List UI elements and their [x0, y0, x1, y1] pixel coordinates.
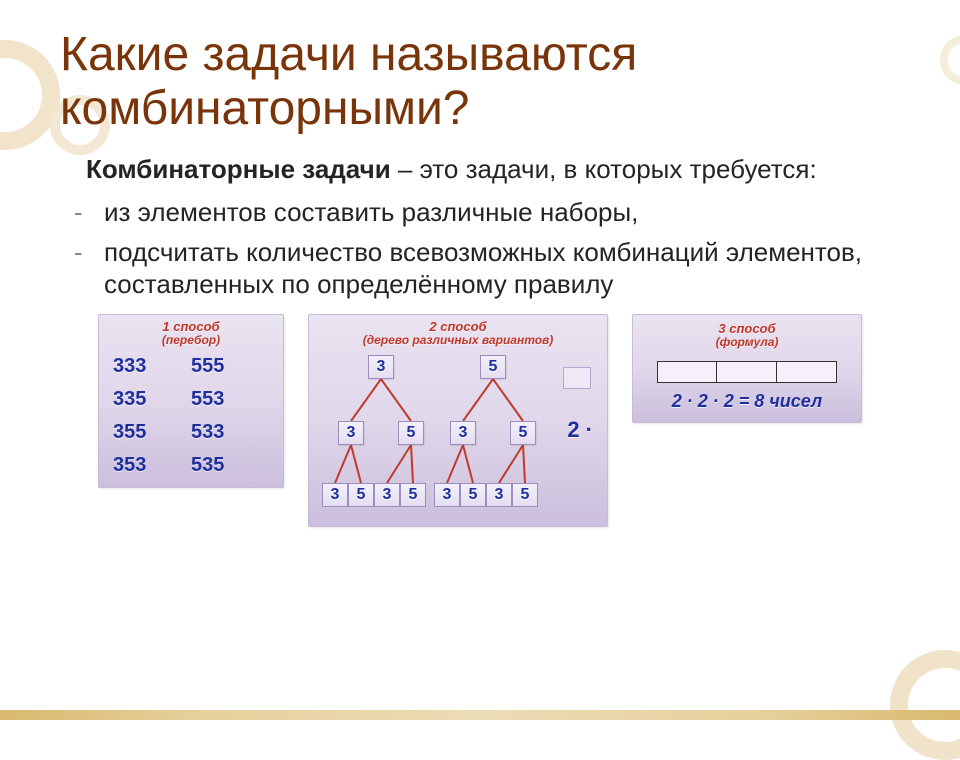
- intro-bold: Комбинаторные задачи: [86, 154, 391, 184]
- tree-leaf: 5: [460, 483, 486, 507]
- tree-leaf: 3: [486, 483, 512, 507]
- bullet-item: подсчитать количество всевозможных комби…: [68, 237, 900, 300]
- slide-title: Какие задачи называются комбинаторными?: [60, 28, 900, 136]
- tree-node: 3: [450, 421, 476, 445]
- bullet-list: из элементов составить различные наборы,…: [60, 197, 900, 300]
- method3-panel: 3 способ (формула) 2 · 2 · 2 = 8 чисел: [632, 314, 862, 423]
- method2-subtitle: (дерево различных вариантов): [315, 334, 601, 347]
- tree-node: 3: [338, 421, 364, 445]
- tree-leaf: 5: [400, 483, 426, 507]
- tree-side-box: [563, 367, 591, 389]
- method1-panel: 1 способ (перебор) 333 555 335 553 355 5…: [98, 314, 284, 488]
- tree-node: 5: [510, 421, 536, 445]
- decorative-ring: [890, 650, 960, 760]
- methods-row: 1 способ (перебор) 333 555 335 553 355 5…: [60, 314, 900, 527]
- formula-cell: [657, 361, 717, 383]
- tree-node: 3: [368, 355, 394, 379]
- tree-leaf: 3: [374, 483, 400, 507]
- enum-cell: 535: [191, 454, 269, 477]
- tree-diagram: 3 5 3 5 3 5 3 5 3 5 3 5 3 5: [315, 351, 601, 516]
- tree-node: 5: [480, 355, 506, 379]
- method3-subtitle: (формула): [639, 336, 855, 349]
- tree-leaf: 3: [434, 483, 460, 507]
- intro-paragraph: Комбинаторные задачи – это задачи, в кот…: [60, 154, 900, 186]
- method1-header: 1 способ (перебор): [99, 315, 283, 349]
- formula-boxes: [633, 361, 861, 383]
- formula-cell: [777, 361, 837, 383]
- tree-leaf: 3: [322, 483, 348, 507]
- formula-cell: [717, 361, 777, 383]
- formula-text: 2 · 2 · 2 = 8 чисел: [633, 391, 861, 422]
- method3-title: 3 способ: [718, 321, 775, 336]
- enum-cell: 533: [191, 421, 269, 444]
- method3-header: 3 способ (формула): [633, 315, 861, 351]
- enumeration-grid: 333 555 335 553 355 533 353 535: [99, 349, 283, 477]
- method1-subtitle: (перебор): [105, 334, 277, 347]
- tree-leaf: 5: [348, 483, 374, 507]
- method2-panel: 2 способ (дерево различных вариантов): [308, 314, 608, 527]
- decorative-bottom-bar: [0, 710, 960, 720]
- tree-leaf: 5: [512, 483, 538, 507]
- enum-cell: 553: [191, 388, 269, 411]
- method2-header: 2 способ (дерево различных вариантов): [309, 315, 607, 349]
- enum-cell: 555: [191, 355, 269, 378]
- method2-title: 2 способ: [429, 319, 486, 334]
- enum-cell: 335: [113, 388, 191, 411]
- tree-node: 5: [398, 421, 424, 445]
- enum-cell: 353: [113, 454, 191, 477]
- method1-title: 1 способ: [162, 319, 219, 334]
- enum-cell: 333: [113, 355, 191, 378]
- bullet-item: из элементов составить различные наборы,: [68, 197, 900, 229]
- intro-rest: – это задачи, в которых требуется:: [391, 154, 817, 184]
- tree-side-label: 2 ·: [567, 417, 593, 443]
- enum-cell: 355: [113, 421, 191, 444]
